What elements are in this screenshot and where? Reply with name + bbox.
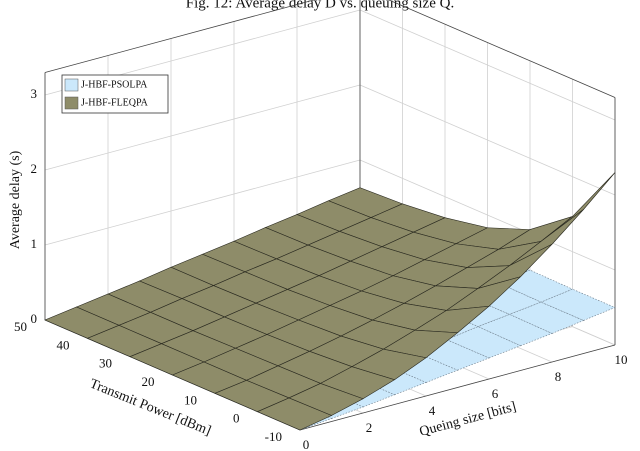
surface-patch [540,288,616,321]
axis-box-edge [44,0,316,73]
wall-grid-line [44,84,361,171]
y-tick-label: 10 [184,392,197,407]
z-tick-label: 3 [31,86,38,101]
x-tick-label: 4 [429,403,436,418]
chart-title: Fig. 12: Average delay D vs. queuing siz… [186,0,454,11]
z-tick-label: 2 [31,161,38,176]
y-tick-label: -10 [265,429,282,444]
surface-patch [256,397,333,431]
wall-grid-line [359,84,616,196]
x-tick-label: 6 [492,386,499,401]
y-tick-label: 50 [14,319,27,334]
y-tick-label: 30 [99,356,112,371]
y-tick-label: 40 [57,337,70,352]
x-tick-label: 2 [366,420,373,435]
y-tick-label: 0 [233,411,240,426]
z-tick-label: 1 [31,236,38,251]
y-tick-label: 20 [142,374,155,389]
surface-patch [508,301,585,334]
x-tick-label: 10 [615,352,628,367]
legend-label: J-HBF-FLEQPA [81,97,149,108]
wall-grid-line [359,9,616,121]
z-axis-label: Average delay (s) [8,150,23,249]
x-tick-label: 8 [555,369,562,384]
z-tick-label: 0 [31,311,38,326]
surfaces [44,172,616,431]
x-tick-label: 0 [303,437,310,451]
axis-box-edge [387,0,616,98]
legend-swatch [64,96,79,110]
legend-label: J-HBF-PSOLPA [81,79,148,90]
legend-box [61,74,169,114]
wall-grid-line [359,159,616,271]
legend-swatch [64,78,79,92]
axis-box-edge [299,344,616,431]
wall-grid-line [44,159,361,246]
